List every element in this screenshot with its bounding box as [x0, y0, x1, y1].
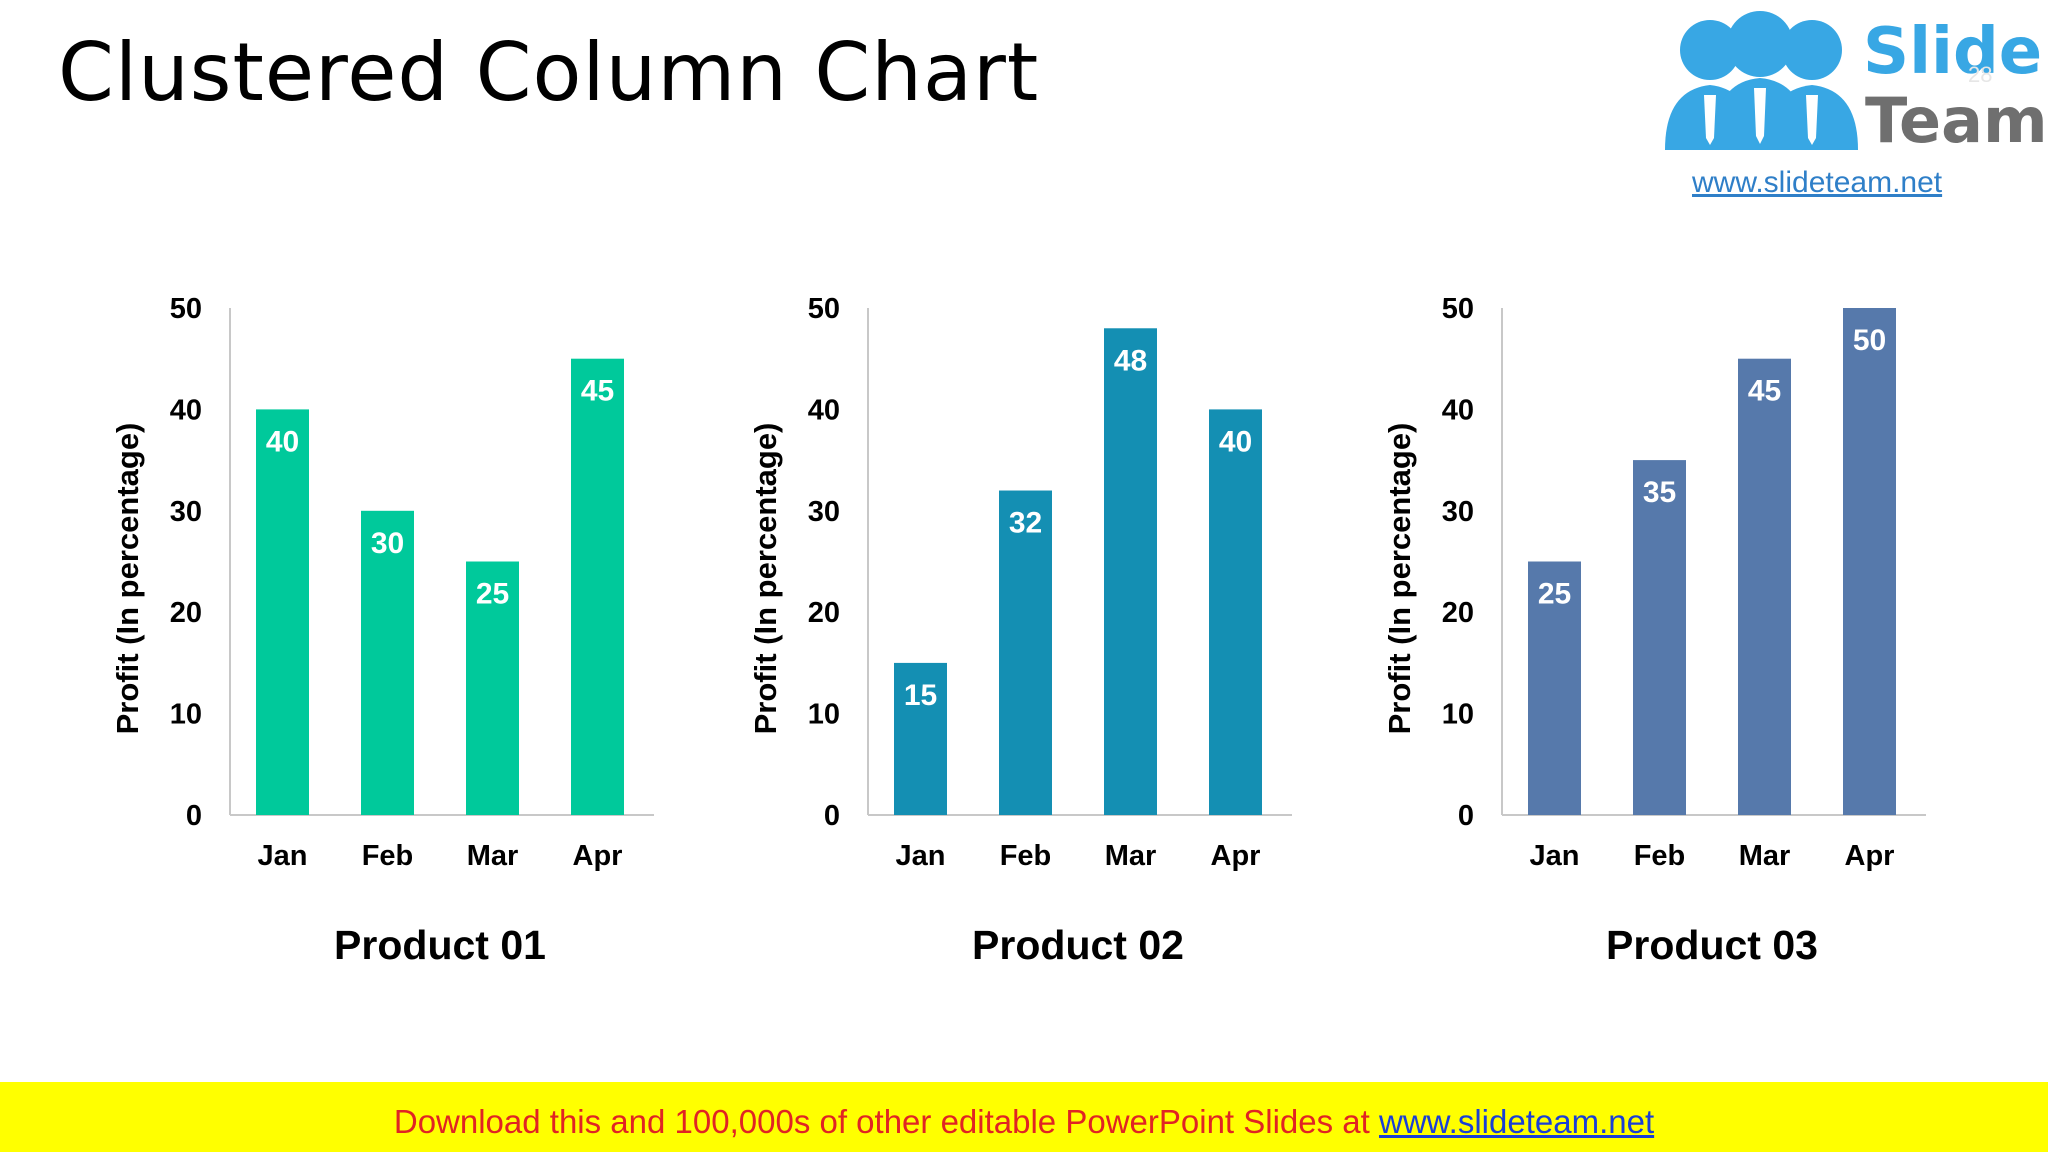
logo-word-slide: Slide: [1863, 15, 2043, 89]
bar-mar: [1738, 358, 1791, 815]
x-tick-label: Apr: [573, 840, 623, 872]
logo-word-team: Team: [1865, 84, 2048, 157]
y-axis-title: Profit (In percentage): [110, 423, 145, 735]
y-tick-label: 10: [808, 699, 840, 731]
y-tick-label: 10: [170, 699, 202, 731]
data-label: 48: [1114, 344, 1147, 377]
footer-link[interactable]: www.slideteam.net: [1379, 1103, 1655, 1140]
data-label: 15: [904, 679, 937, 712]
footer-banner: Download this and 100,000s of other edit…: [0, 1082, 2048, 1152]
bar-jan: [894, 662, 947, 815]
y-tick-label: 0: [186, 800, 202, 832]
x-tick-label: Feb: [1634, 840, 1686, 872]
y-tick-label: 50: [170, 293, 202, 325]
x-tick-label: Feb: [1000, 840, 1052, 872]
y-tick-label: 30: [808, 496, 840, 528]
data-label: 45: [581, 375, 614, 408]
people-icon: [1665, 11, 1858, 150]
y-tick-label: 30: [1442, 496, 1474, 528]
slide-title: Clustered Column Chart: [58, 26, 1040, 119]
chart-title: Product 02: [972, 922, 1184, 968]
slideteam-logo[interactable]: Slide Team www.slideteam.net: [1640, 0, 2048, 205]
y-tick-label: 40: [170, 394, 202, 426]
logo-url-link[interactable]: www.slideteam.net: [1692, 166, 1943, 199]
y-tick-label: 10: [1442, 699, 1474, 731]
chart-title: Product 01: [334, 922, 546, 968]
y-tick-label: 20: [808, 597, 840, 629]
chart-1: 0 10 20 30 40 50 Profit (In percentage) 40 Jan 30…: [110, 293, 654, 968]
bar-mar: [466, 561, 519, 815]
y-tick-label: 20: [170, 597, 202, 629]
bar-apr: [1843, 308, 1896, 815]
x-tick-label: Mar: [1105, 840, 1157, 872]
bar-mar: [1104, 328, 1157, 815]
x-tick-label: Jan: [896, 840, 946, 872]
data-label: 40: [266, 425, 299, 458]
bar-feb: [999, 490, 1052, 815]
data-label: 50: [1853, 324, 1886, 357]
y-tick-label: 0: [824, 800, 840, 832]
data-label: 40: [1219, 425, 1252, 458]
data-label: 30: [371, 527, 404, 560]
data-label: 25: [1538, 578, 1571, 611]
y-tick-label: 0: [1458, 800, 1474, 832]
y-tick-label: 40: [808, 394, 840, 426]
bar-feb: [361, 510, 414, 815]
bar-feb: [1633, 460, 1686, 815]
y-axis-title: Profit (In percentage): [748, 423, 783, 735]
y-axis-title: Profit (In percentage): [1382, 423, 1417, 735]
x-tick-label: Jan: [1530, 840, 1580, 872]
bar-jan: [256, 409, 309, 815]
x-tick-label: Apr: [1211, 840, 1261, 872]
data-label: 25: [476, 578, 509, 611]
footer-message: Download this and 100,000s of other edit…: [393, 1103, 1379, 1140]
chart-title: Product 03: [1606, 922, 1818, 968]
slide-number: 28: [1968, 62, 1993, 87]
x-tick-label: Apr: [1845, 840, 1895, 872]
bar-jan: [1528, 561, 1581, 815]
x-tick-label: Mar: [1739, 840, 1791, 872]
x-tick-label: Mar: [467, 840, 519, 872]
y-tick-label: 20: [1442, 597, 1474, 629]
x-tick-label: Feb: [362, 840, 414, 872]
footer-text: Download this and 100,000s of other edit…: [0, 1082, 2048, 1152]
y-tick-label: 40: [1442, 394, 1474, 426]
chart-2: 0 10 20 30 40 50 Profit (In percentage) 15 Jan 32…: [748, 293, 1292, 968]
data-label: 45: [1748, 375, 1781, 408]
chart-3: 0 10 20 30 40 50 Profit (In percentage) 25 Jan 35…: [1382, 293, 1926, 968]
y-tick-label: 50: [808, 293, 840, 325]
bar-apr: [1209, 409, 1262, 815]
y-tick-label: 30: [170, 496, 202, 528]
bar-apr: [571, 358, 624, 815]
data-label: 35: [1643, 476, 1676, 509]
y-tick-label: 50: [1442, 293, 1474, 325]
charts-canvas: 0 10 20 30 40 50 Profit (In percentage) 40 Jan 30…: [110, 293, 1926, 968]
data-label: 32: [1009, 507, 1042, 540]
x-tick-label: Jan: [258, 840, 308, 872]
